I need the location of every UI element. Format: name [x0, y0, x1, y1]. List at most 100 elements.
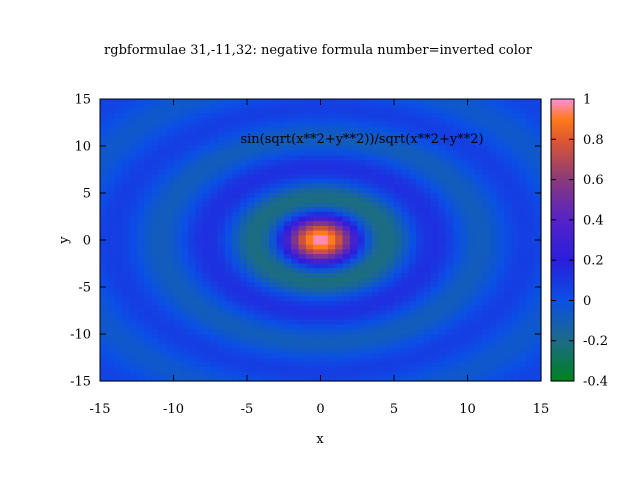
heatmap-cell: [364, 141, 373, 147]
heatmap-cell: [438, 136, 447, 142]
heatmap-cell: [364, 225, 373, 232]
heatmap-cell: [276, 324, 285, 330]
heatmap-cell: [408, 103, 417, 109]
heatmap-cell: [188, 272, 197, 279]
heatmap-cell: [224, 334, 233, 340]
heatmap-cell: [313, 301, 322, 307]
heatmap-cell: [474, 329, 483, 335]
heatmap-cell: [511, 310, 520, 316]
heatmap-cell: [460, 315, 469, 321]
heatmap-cell: [261, 357, 270, 363]
heatmap-cell: [482, 178, 491, 185]
heatmap-cell: [114, 268, 123, 274]
heatmap-cell: [379, 277, 388, 283]
heatmap-cell: [496, 188, 505, 194]
heatmap-cell: [247, 362, 255, 368]
heatmap-cell: [210, 268, 219, 274]
heatmap-cell: [269, 366, 277, 373]
heatmap-cell: [482, 272, 491, 279]
heatmap-cell: [474, 272, 483, 279]
heatmap-cell: [430, 362, 439, 368]
heatmap-cell: [394, 254, 402, 260]
heatmap-cell: [254, 188, 263, 194]
heatmap-cell: [460, 169, 469, 175]
heatmap-cell: [239, 291, 248, 297]
heatmap-cell: [158, 329, 167, 335]
colorbar-segment: [551, 242, 574, 245]
heatmap-cell: [217, 127, 226, 133]
heatmap-cell: [416, 127, 424, 133]
heatmap-cell: [460, 240, 469, 246]
heatmap-cell: [254, 117, 263, 124]
heatmap-cell: [460, 235, 469, 241]
heatmap-cell: [474, 178, 483, 185]
heatmap-cell: [511, 366, 520, 373]
x-tick-label: -5: [241, 402, 254, 417]
heatmap-cell: [269, 296, 277, 302]
heatmap-cell: [114, 131, 123, 138]
colorbar-segment: [551, 358, 574, 362]
heatmap-cell: [151, 197, 160, 203]
heatmap-cell: [327, 150, 336, 156]
heatmap-cell: [283, 319, 292, 326]
colorbar-segment: [551, 338, 574, 342]
heatmap-cell: [320, 338, 329, 344]
heatmap-cell: [496, 230, 505, 236]
heatmap-cell: [173, 334, 182, 340]
heatmap-cell: [151, 287, 160, 293]
heatmap-cell: [276, 296, 285, 302]
colorbar-segment: [551, 139, 574, 142]
heatmap-cell: [401, 352, 410, 359]
heatmap-cell: [114, 113, 123, 119]
heatmap-cell: [195, 230, 204, 236]
heatmap-cell: [144, 244, 153, 250]
heatmap-cell: [224, 305, 233, 312]
colorbar-segment: [551, 248, 574, 251]
heatmap-cell: [430, 211, 439, 218]
heatmap-cell: [364, 197, 373, 203]
y-tick-label: 5: [83, 187, 91, 202]
heatmap-cell: [202, 371, 211, 377]
heatmap-cell: [496, 258, 505, 265]
heatmap-cell: [210, 296, 219, 302]
heatmap-cell: [195, 225, 204, 232]
heatmap-cell: [408, 310, 417, 316]
heatmap-cell: [202, 202, 211, 208]
heatmap-cell: [423, 99, 432, 105]
heatmap-cell: [533, 301, 542, 307]
heatmap-cell: [188, 225, 197, 232]
heatmap-cell: [276, 160, 285, 166]
heatmap-cell: [482, 324, 491, 330]
heatmap-cell: [239, 315, 248, 321]
heatmap-cell: [232, 99, 241, 105]
heatmap-cell: [210, 169, 219, 175]
heatmap-cell: [474, 202, 483, 208]
heatmap-cell: [210, 108, 219, 114]
heatmap-cell: [416, 122, 424, 128]
heatmap-cell: [283, 216, 292, 222]
heatmap-cell: [107, 193, 116, 199]
heatmap-cell: [305, 352, 314, 359]
heatmap-cell: [195, 164, 204, 171]
heatmap-cell: [276, 272, 285, 279]
heatmap-cell: [430, 183, 439, 189]
heatmap-cell: [129, 103, 138, 109]
heatmap-cell: [151, 324, 160, 330]
heatmap-cell: [445, 235, 454, 241]
heatmap-cell: [408, 244, 417, 250]
heatmap-cell: [320, 258, 329, 265]
heatmap-cell: [467, 324, 476, 330]
heatmap-cell: [504, 263, 513, 269]
heatmap-cell: [474, 319, 483, 326]
heatmap-cell: [489, 155, 498, 161]
heatmap-cell: [496, 352, 505, 359]
heatmap-cell: [283, 99, 292, 105]
heatmap-cell: [210, 150, 219, 156]
heatmap-cell: [489, 258, 498, 265]
heatmap-cell: [526, 178, 535, 185]
heatmap-cell: [254, 122, 263, 128]
heatmap-cell: [496, 362, 505, 368]
heatmap-cell: [357, 197, 366, 203]
heatmap-cell: [305, 155, 314, 161]
heatmap-cell: [239, 376, 248, 382]
